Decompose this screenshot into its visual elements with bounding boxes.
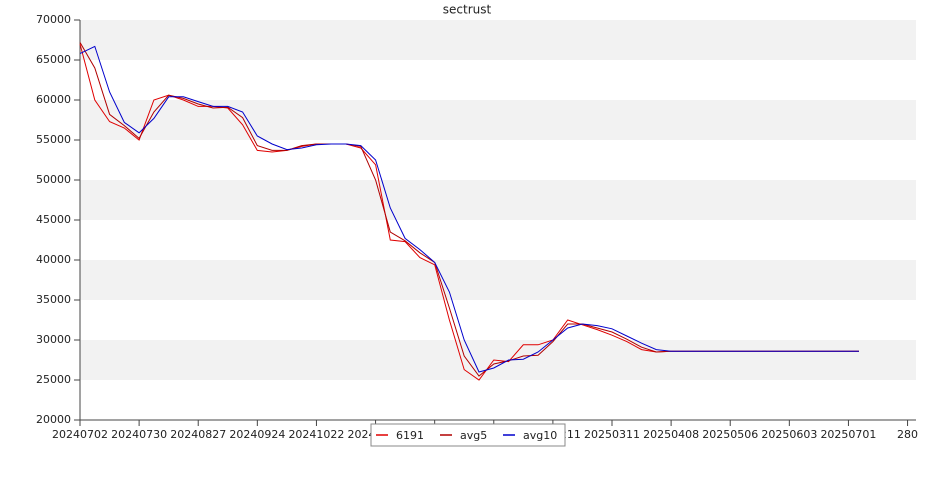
y-tick-label: 50000 — [36, 173, 71, 186]
x-tick-label: 20240827 — [170, 428, 226, 441]
x-tick-label: 20241022 — [288, 428, 344, 441]
x-tick-label: 20240730 — [111, 428, 167, 441]
series-line — [79, 45, 859, 373]
y-tick-label: 60000 — [36, 93, 71, 106]
x-tick-label: 20250701 — [820, 428, 876, 441]
x-tick-label: 280 — [897, 428, 918, 441]
grid-band — [80, 20, 916, 60]
chart-title: sectrust — [443, 3, 492, 17]
legend-box — [370, 423, 566, 447]
x-tick-label: 20250506 — [702, 428, 758, 441]
grid-band — [80, 260, 916, 300]
grid-band — [80, 180, 916, 220]
y-tick-label: 25000 — [36, 373, 71, 386]
y-tick-label: 40000 — [36, 253, 71, 266]
y-tick-label: 55000 — [36, 133, 71, 146]
y-tick-label: 30000 — [36, 333, 71, 346]
y-tick-label: 20000 — [36, 413, 71, 426]
y-tick-label: 35000 — [36, 293, 71, 306]
x-tick-label: 20240924 — [229, 428, 285, 441]
y-tick-label: 70000 — [36, 13, 71, 26]
y-tick-label: 45000 — [36, 213, 71, 226]
x-tick-label: 20250311 — [584, 428, 640, 441]
x-tick-label: 20250408 — [643, 428, 699, 441]
legend-label: avg10 — [523, 429, 557, 442]
y-tick-label: 65000 — [36, 53, 71, 66]
legend-label: avg5 — [460, 429, 487, 442]
legend-label: 6191 — [396, 429, 424, 442]
x-tick-label: 20240702 — [52, 428, 108, 441]
x-tick-label: 20250603 — [761, 428, 817, 441]
